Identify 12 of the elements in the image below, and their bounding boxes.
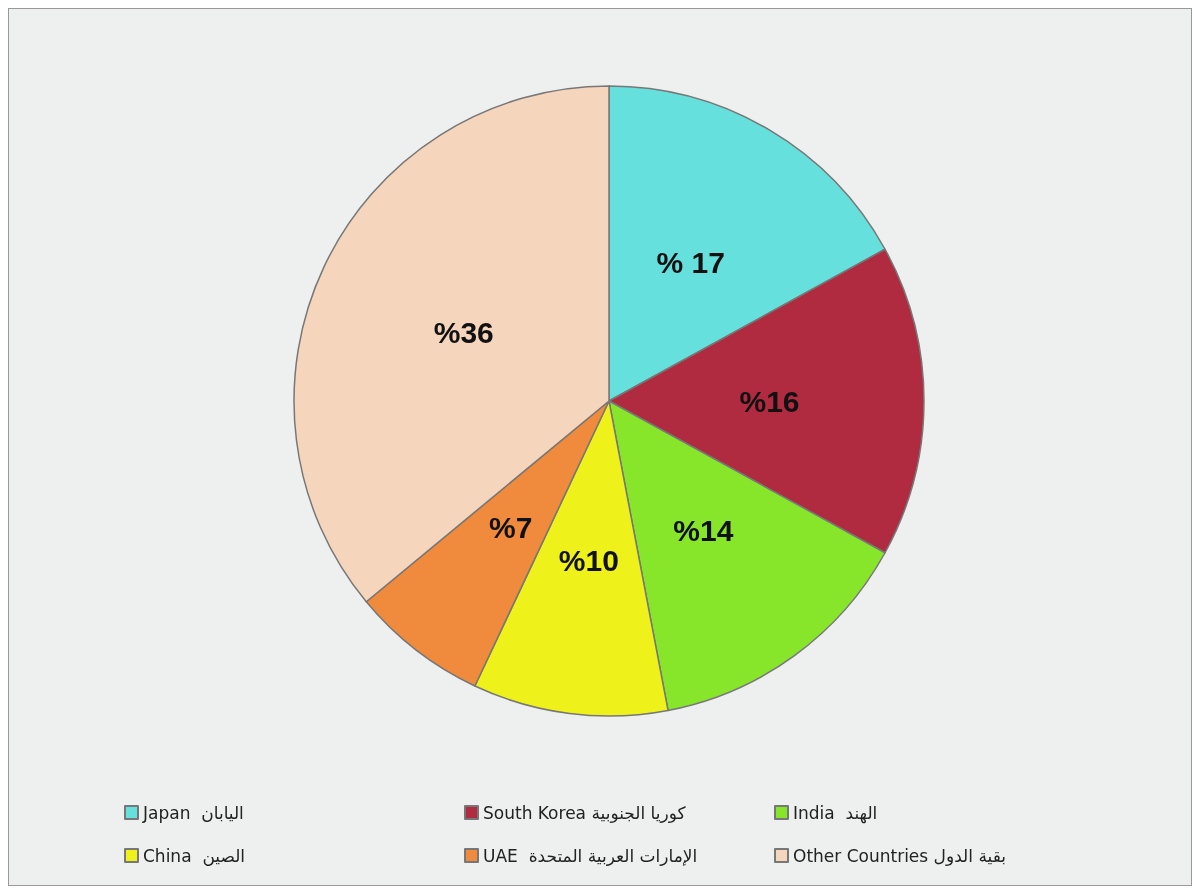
data-label: %7 (488, 511, 533, 545)
data-label: %36 (433, 316, 494, 350)
legend-label: Japan اليابان (142, 802, 244, 823)
data-label: %10 (558, 543, 619, 577)
legend-label: Other Countries بقية الدول (793, 845, 1006, 866)
legend-label: India الهند (793, 802, 878, 824)
data-label: %16 (739, 384, 800, 418)
legend-label: China الصين (143, 845, 246, 866)
legend-label: UAE الإمارات العربية المتحدة (483, 845, 698, 866)
data-label: % 17 (656, 246, 725, 280)
legend-label: South Korea كوريا الجنوبية (483, 802, 687, 823)
data-label: %14 (673, 514, 734, 548)
